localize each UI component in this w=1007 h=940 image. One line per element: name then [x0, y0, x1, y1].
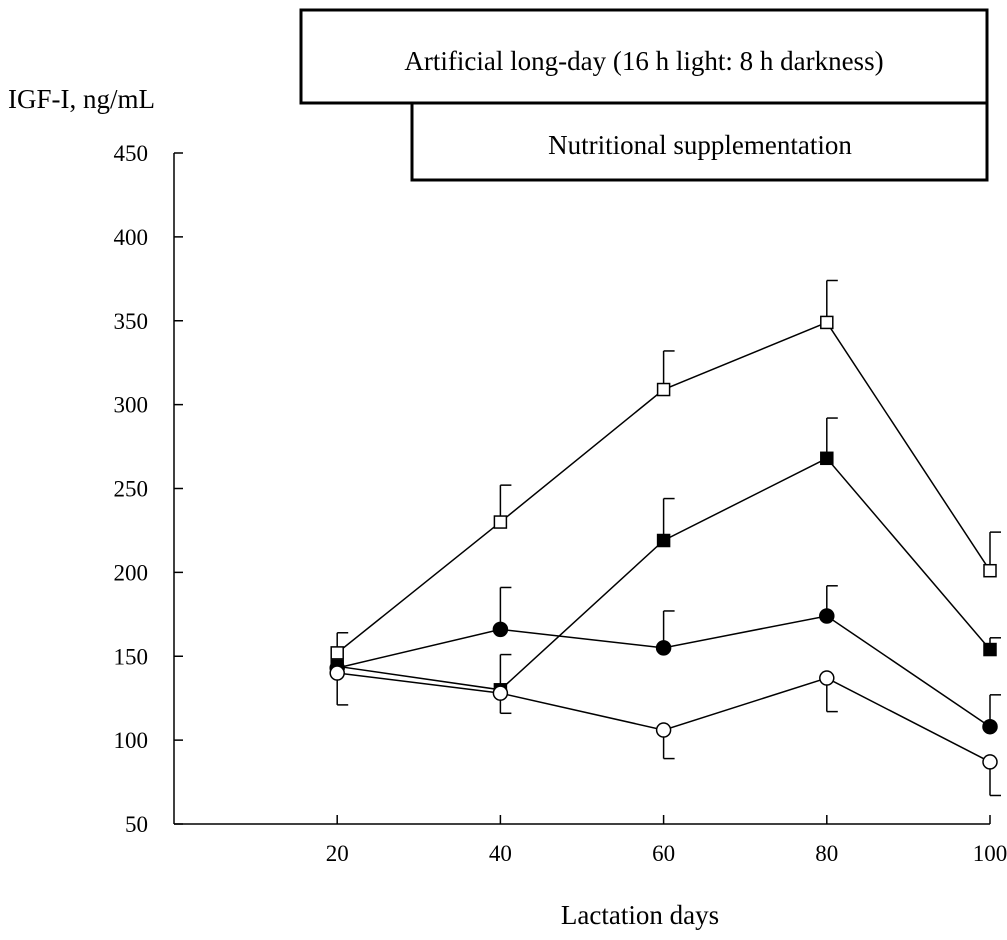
data-point [656, 533, 671, 548]
x-tick-label: 60 [652, 841, 675, 866]
series-filled-circle [329, 585, 1001, 735]
x-tick-label: 20 [326, 841, 349, 866]
annotation-long-day: Artificial long-day (16 h light: 8 h dar… [299, 8, 989, 105]
data-point [492, 685, 509, 701]
data-point [820, 315, 834, 330]
data-point [492, 621, 509, 638]
annotation-long-day-text: Artificial long-day (16 h light: 8 h dar… [404, 46, 883, 76]
x-axis-label: Lactation days [561, 900, 719, 930]
y-tick-label: 50 [125, 812, 148, 837]
data-point [983, 642, 997, 657]
y-tick-label: 100 [114, 728, 149, 753]
y-tick-label: 450 [114, 141, 149, 166]
y-tick-label: 200 [114, 560, 149, 585]
data-point [982, 754, 998, 770]
data-point [983, 563, 997, 578]
data-point [330, 646, 344, 660]
series-layer [329, 279, 1001, 797]
x-tick-label: 100 [973, 841, 1007, 866]
data-point [655, 722, 672, 738]
data-point [329, 665, 345, 681]
annotation-supplement: Nutritional supplementation [410, 101, 989, 182]
x-tick-label: 40 [489, 841, 512, 866]
x-tick-label: 80 [815, 841, 838, 866]
y-tick-label: 400 [114, 225, 149, 250]
y-tick-label: 350 [114, 309, 149, 334]
annotation-supplement-box [410, 101, 989, 182]
series-open-square [330, 279, 1001, 660]
data-point [819, 670, 835, 686]
y-tick-label: 150 [114, 644, 149, 669]
annotation-supplement-text: Nutritional supplementation [548, 130, 852, 160]
y-ticks: 50 100 150 200 250 300 350 400 450 [114, 141, 183, 837]
error-bar [662, 497, 675, 541]
data-point [493, 515, 508, 529]
y-tick-label: 250 [114, 477, 149, 502]
x-ticks: 20 40 60 80 100 [326, 815, 1007, 866]
y-axis-label: IGF-I, ng/mL [8, 84, 155, 114]
data-point [820, 451, 834, 466]
series-open-circle [329, 665, 1001, 797]
y-tick-label: 300 [114, 393, 149, 418]
data-point [819, 608, 835, 624]
annotation-long-day-box [299, 8, 989, 105]
data-point [656, 382, 671, 397]
data-point [982, 718, 998, 735]
data-point [655, 640, 672, 656]
error-bar [826, 279, 838, 323]
